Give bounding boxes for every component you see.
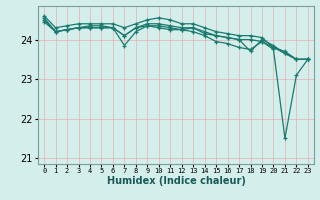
X-axis label: Humidex (Indice chaleur): Humidex (Indice chaleur) <box>107 176 245 186</box>
